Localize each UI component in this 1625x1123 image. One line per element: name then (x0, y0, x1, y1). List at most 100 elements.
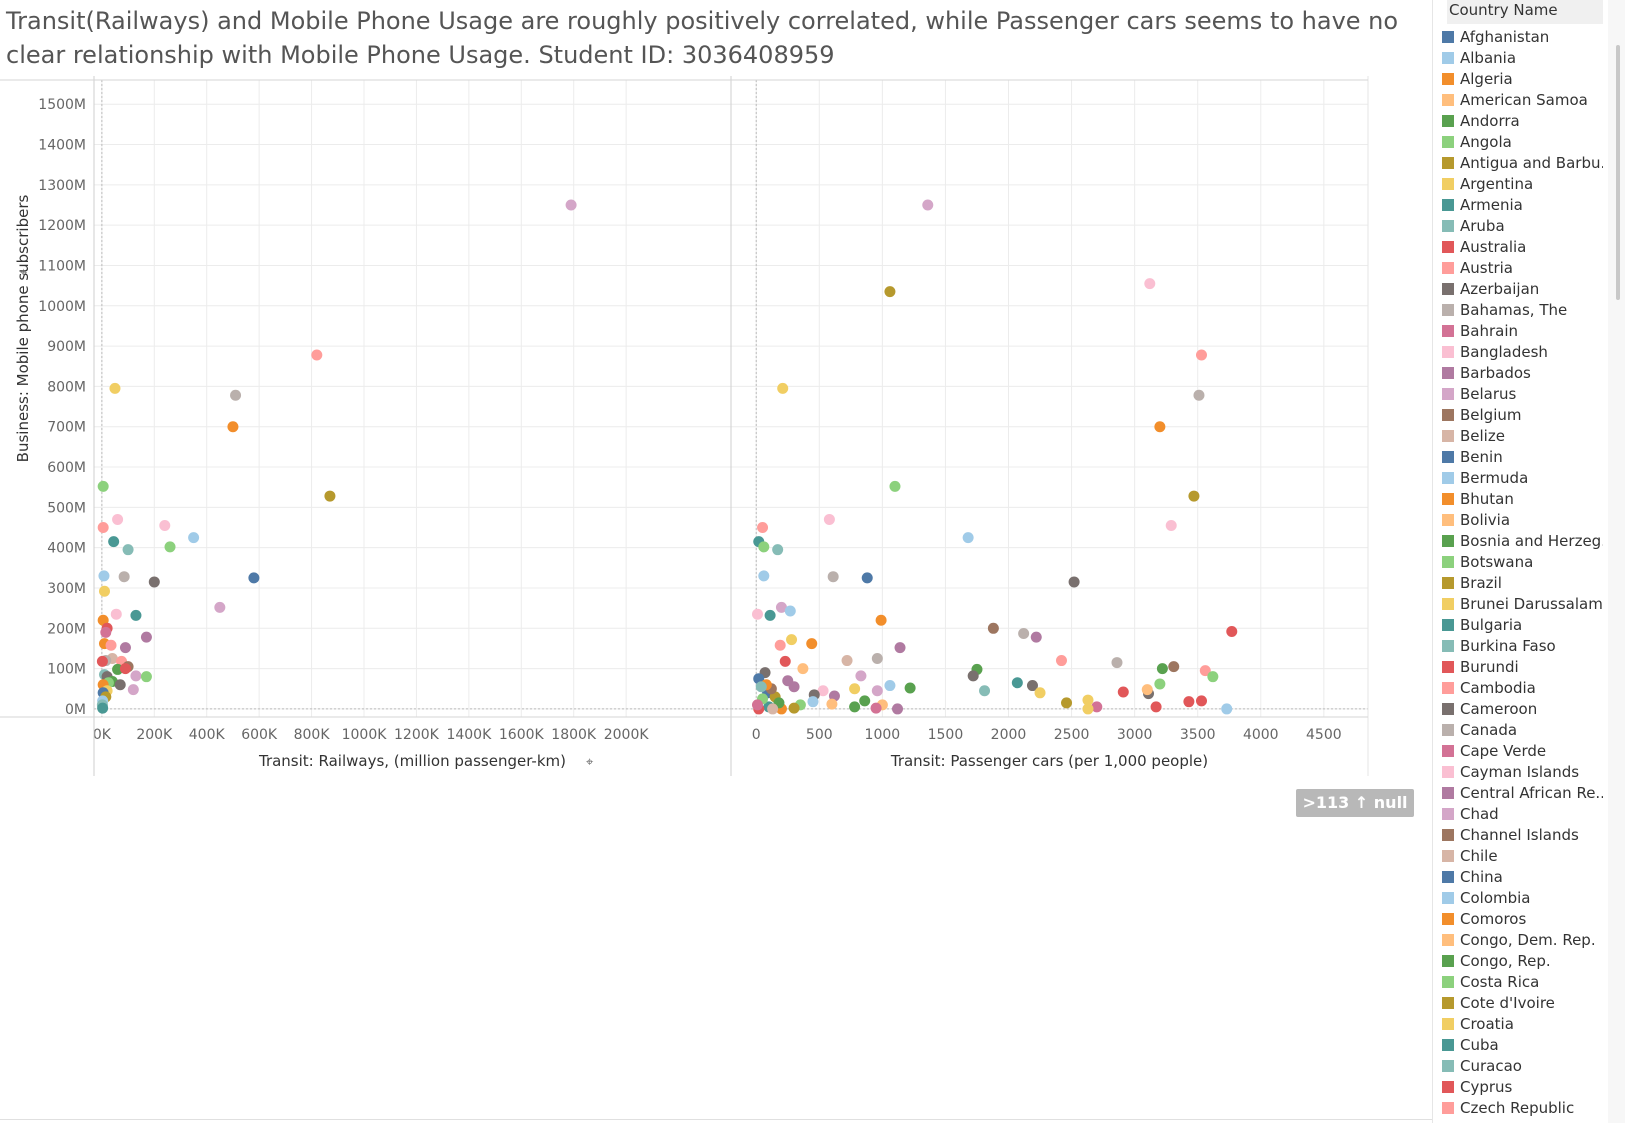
legend-item[interactable]: Congo, Dem. Rep. (1439, 930, 1603, 951)
data-point[interactable] (164, 541, 176, 553)
data-point[interactable] (1188, 490, 1200, 502)
legend-item[interactable]: Algeria (1439, 69, 1603, 90)
data-point[interactable] (109, 382, 121, 394)
legend-item[interactable]: Azerbaijan (1439, 279, 1603, 300)
legend-item[interactable]: Bermuda (1439, 468, 1603, 489)
data-point[interactable] (110, 608, 122, 620)
data-point[interactable] (140, 671, 152, 683)
legend-item[interactable]: Benin (1439, 447, 1603, 468)
data-point[interactable] (987, 622, 999, 634)
legend-item[interactable]: Angola (1439, 132, 1603, 153)
data-point[interactable] (1068, 576, 1080, 588)
data-point[interactable] (861, 572, 873, 584)
legend-item[interactable]: Cuba (1439, 1035, 1603, 1056)
data-point[interactable] (119, 663, 131, 675)
data-point[interactable] (779, 655, 791, 667)
data-point[interactable] (904, 682, 916, 694)
null-indicator-badge[interactable]: >113 ↑ null (1296, 789, 1414, 817)
data-point[interactable] (774, 639, 786, 651)
legend-item[interactable]: Brunei Darussalam (1439, 594, 1603, 615)
data-point[interactable] (1195, 349, 1207, 361)
legend-item[interactable]: Chile (1439, 846, 1603, 867)
data-point[interactable] (764, 609, 776, 621)
legend-item[interactable]: Cameroon (1439, 699, 1603, 720)
data-point[interactable] (1082, 703, 1094, 715)
legend-item[interactable]: Canada (1439, 720, 1603, 741)
data-point[interactable] (777, 382, 789, 394)
data-point[interactable] (97, 702, 109, 714)
legend-item[interactable]: Burundi (1439, 657, 1603, 678)
data-point[interactable] (967, 670, 979, 682)
legend-item[interactable]: Burkina Faso (1439, 636, 1603, 657)
data-point[interactable] (1154, 421, 1166, 433)
legend-item[interactable]: Channel Islands (1439, 825, 1603, 846)
legend-item[interactable]: Croatia (1439, 1014, 1603, 1035)
data-point[interactable] (962, 532, 974, 544)
data-point[interactable] (772, 544, 784, 556)
data-point[interactable] (1055, 655, 1067, 667)
data-point[interactable] (1183, 696, 1195, 708)
pin-icon[interactable]: ⌖ (586, 755, 594, 770)
legend-item[interactable]: Bhutan (1439, 489, 1603, 510)
legend-item[interactable]: Cote d'Ivoire (1439, 993, 1603, 1014)
data-point[interactable] (248, 572, 260, 584)
data-point[interactable] (979, 685, 991, 697)
data-point[interactable] (806, 638, 818, 650)
data-point[interactable] (1156, 663, 1168, 675)
legend-item[interactable]: Colombia (1439, 888, 1603, 909)
legend-item[interactable]: Antigua and Barbu.. (1439, 153, 1603, 174)
data-point[interactable] (889, 480, 901, 492)
data-point[interactable] (755, 681, 767, 693)
legend-item[interactable]: China (1439, 867, 1603, 888)
data-point[interactable] (841, 655, 853, 667)
data-point[interactable] (757, 522, 769, 534)
data-point[interactable] (108, 536, 120, 548)
data-point[interactable] (1141, 684, 1153, 696)
data-point[interactable] (1207, 671, 1219, 683)
data-point[interactable] (859, 695, 871, 707)
data-point[interactable] (1018, 628, 1030, 640)
data-point[interactable] (1193, 389, 1205, 401)
data-point[interactable] (1061, 697, 1073, 709)
legend-item[interactable]: Aruba (1439, 216, 1603, 237)
data-point[interactable] (1117, 686, 1129, 698)
data-point[interactable] (1091, 701, 1103, 713)
data-point[interactable] (894, 642, 906, 654)
data-point[interactable] (758, 541, 770, 553)
legend-item[interactable]: Barbados (1439, 363, 1603, 384)
data-point[interactable] (807, 696, 819, 708)
data-point[interactable] (751, 608, 763, 620)
data-point[interactable] (96, 655, 108, 667)
legend-item[interactable]: American Samoa (1439, 90, 1603, 111)
data-point[interactable] (817, 685, 829, 697)
legend-item[interactable]: Bahrain (1439, 321, 1603, 342)
data-point[interactable] (1199, 665, 1211, 677)
data-point[interactable] (892, 703, 904, 715)
data-point[interactable] (105, 639, 117, 651)
legend-item[interactable]: Czech Republic (1439, 1098, 1603, 1119)
data-point[interactable] (112, 513, 124, 525)
data-point[interactable] (188, 532, 200, 544)
data-point[interactable] (823, 513, 835, 525)
legend-item[interactable]: Central African Re.. (1439, 783, 1603, 804)
data-point[interactable] (797, 663, 809, 675)
data-point[interactable] (826, 698, 838, 710)
data-point[interactable] (784, 605, 796, 617)
legend-item[interactable]: Comoros (1439, 909, 1603, 930)
data-point[interactable] (871, 653, 883, 665)
data-point[interactable] (827, 571, 839, 583)
color-legend[interactable]: Country Name Afghanistan Albania Algeria Am… (1432, 0, 1603, 1123)
data-point[interactable] (751, 699, 763, 711)
data-point[interactable] (230, 389, 242, 401)
legend-item[interactable]: Cayman Islands (1439, 762, 1603, 783)
data-point[interactable] (324, 490, 336, 502)
legend-item[interactable]: Brazil (1439, 573, 1603, 594)
legend-list[interactable]: Afghanistan Albania Algeria American Samoa A… (1439, 27, 1603, 1119)
data-point[interactable] (788, 681, 800, 693)
data-point[interactable] (1111, 657, 1123, 669)
data-point[interactable] (875, 614, 887, 626)
data-point[interactable] (1011, 677, 1023, 689)
data-point[interactable] (758, 570, 770, 582)
data-point[interactable] (1082, 694, 1094, 706)
legend-item[interactable]: Cape Verde (1439, 741, 1603, 762)
